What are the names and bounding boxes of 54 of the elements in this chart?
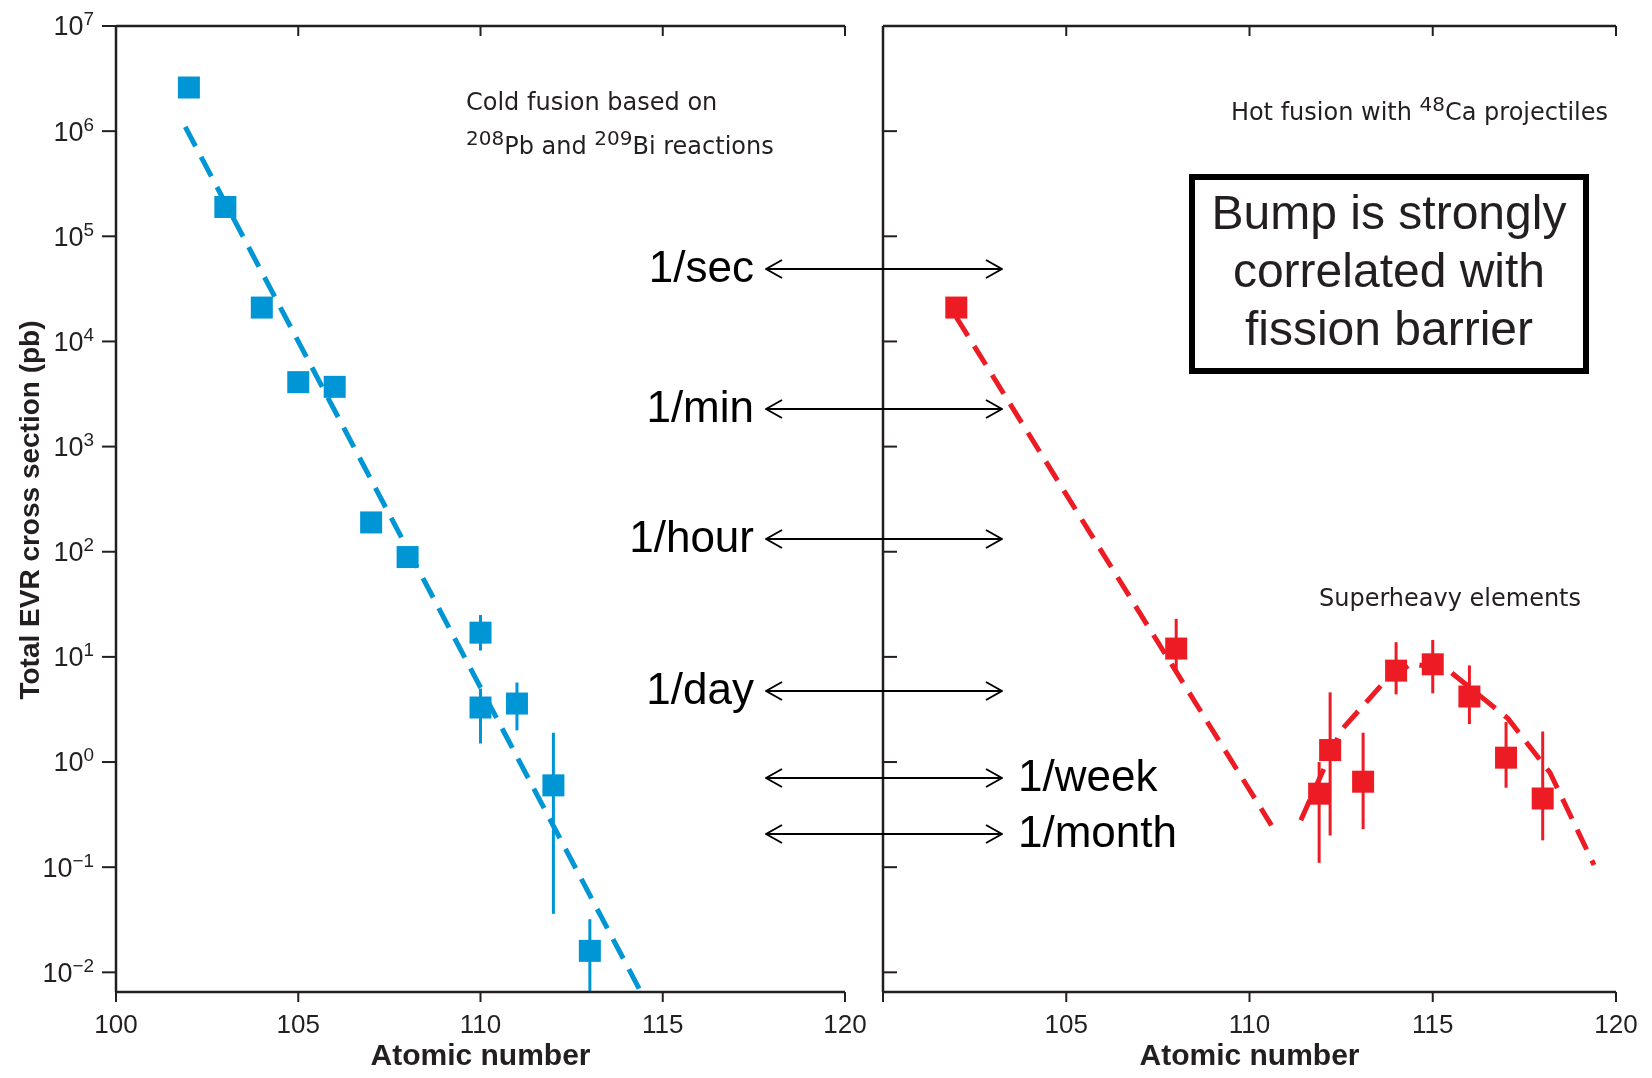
x-tick-label: 110 <box>1228 1009 1271 1040</box>
annotation: 1/min <box>645 381 754 433</box>
point <box>1458 685 1481 708</box>
point <box>287 371 310 394</box>
x-axis-title: Atomic number <box>369 1038 592 1072</box>
point <box>1308 782 1331 805</box>
x-axis-title: Atomic number <box>1138 1038 1361 1072</box>
y-tick-label: 10$^{3}$ <box>53 428 94 463</box>
point <box>1352 770 1375 793</box>
y-tick-label: 10$^{−1}$ <box>42 849 94 883</box>
annotation: 1/month <box>1018 806 1178 858</box>
point <box>542 774 565 797</box>
point <box>945 296 968 319</box>
y-tick-label: 10$^{−2}$ <box>42 954 94 988</box>
y-tick-label: 10$^{0}$ <box>53 743 94 778</box>
x-tick-label: 115 <box>1412 1009 1454 1040</box>
y-tick-label: 10$^{1}$ <box>53 638 94 673</box>
point <box>1495 746 1518 769</box>
y-tick-label: 10$^{7}$ <box>53 7 94 42</box>
annotation: 1/hour <box>628 511 754 563</box>
x-tick-label: 105 <box>276 1009 320 1040</box>
point <box>469 696 492 719</box>
point <box>1421 653 1444 676</box>
x-tick-label: 120 <box>823 1009 867 1040</box>
point <box>505 692 528 715</box>
text-box: Bump is strongly correlated with fission barrier <box>1189 174 1589 374</box>
point <box>469 621 492 644</box>
annotation: Superheavy elements <box>1317 583 1583 614</box>
point <box>1319 739 1342 762</box>
point <box>1531 787 1554 810</box>
annotation: Cold fusion based on $^{208}$Pb and $^{209}$Bi reactions <box>466 87 775 162</box>
point <box>1385 659 1408 682</box>
point <box>1165 637 1188 660</box>
x-tick-label: 120 <box>1594 1009 1638 1040</box>
y-tick-label: 10$^{4}$ <box>53 323 94 357</box>
x-tick-label: 105 <box>1044 1009 1088 1040</box>
x-tick-label: 115 <box>642 1009 684 1040</box>
point <box>250 296 273 319</box>
y-tick-label: 10$^{2}$ <box>53 533 94 568</box>
y-tick-label: 10$^{5}$ <box>53 218 94 252</box>
point <box>396 546 419 569</box>
point <box>578 939 601 962</box>
y-tick-label: 10$^{6}$ <box>53 113 94 147</box>
y-axis-title: Total EVR cross section (pb) <box>13 319 46 702</box>
point <box>360 511 383 534</box>
point <box>214 195 237 218</box>
x-tick-label: 110 <box>459 1009 502 1040</box>
annotation: 1/day <box>645 663 754 715</box>
point <box>323 375 346 398</box>
annotation: Hot fusion with $^{48}$Ca projectiles <box>1229 91 1608 128</box>
x-tick-label: 100 <box>94 1009 138 1040</box>
annotation: 1/sec <box>647 241 754 293</box>
annotation: 1/week <box>1018 750 1159 802</box>
point <box>177 76 200 99</box>
